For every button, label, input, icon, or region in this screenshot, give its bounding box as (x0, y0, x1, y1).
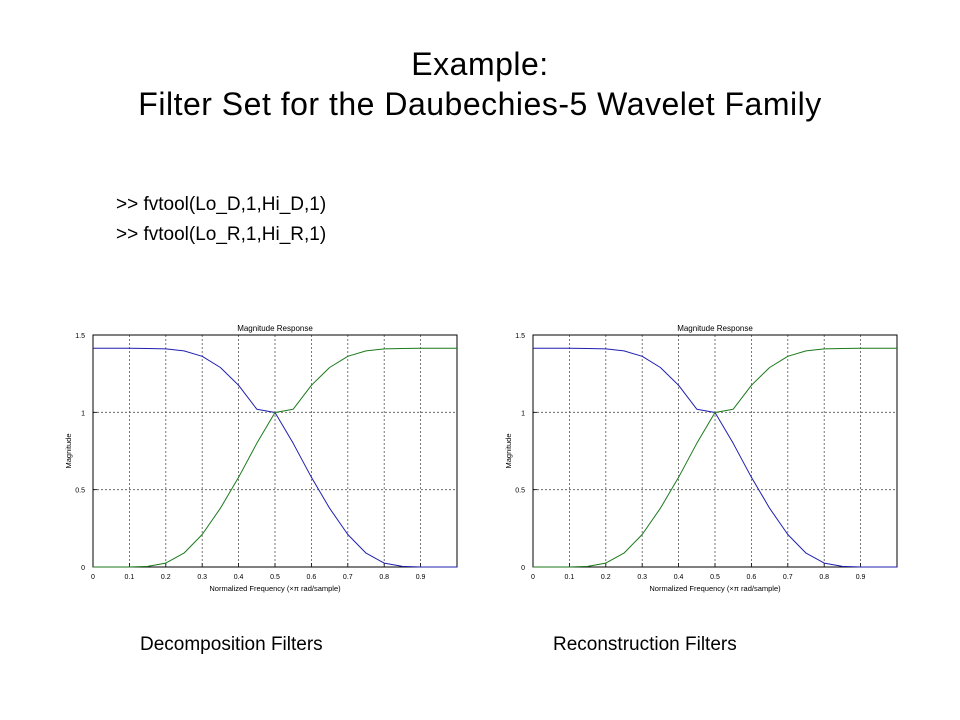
code-line-2: >> fvtool(Lo_R,1,Hi_R,1) (116, 224, 327, 245)
highpass-series-line (93, 347, 457, 568)
x-tick-label: 0.5 (270, 574, 280, 581)
x-tick-label: 0.9 (416, 574, 426, 581)
x-axis-label: Normalized Frequency (×π rad/sample) (209, 584, 341, 593)
y-tick-label: 1 (81, 410, 85, 417)
x-tick-label: 0.5 (710, 574, 720, 581)
y-tick-label: 1.5 (515, 333, 525, 340)
x-tick-label: 0.3 (637, 574, 647, 581)
x-tick-label: 0.8 (379, 574, 389, 581)
x-tick-label: 0.7 (343, 574, 353, 581)
x-tick-label: 0 (531, 574, 535, 581)
caption-reconstruction: Reconstruction Filters (553, 634, 737, 655)
x-tick-label: 0.1 (125, 574, 135, 581)
x-tick-label: 0.4 (674, 574, 684, 581)
x-tick-label: 0.2 (601, 574, 611, 581)
x-tick-label: 0.4 (234, 574, 244, 581)
x-tick-label: 0.6 (747, 574, 757, 581)
y-axis-label: Magnitude (504, 433, 513, 468)
x-tick-label: 0.8 (819, 574, 829, 581)
code-block: >> fvtool(Lo_D,1,Hi_D,1) >> fvtool(Lo_R,… (116, 190, 326, 250)
x-tick-label: 0.6 (307, 574, 317, 581)
y-axis-label: Magnitude (64, 433, 73, 468)
chart-title: Magnitude Response (237, 324, 313, 333)
plot-frame (532, 334, 898, 568)
title-line-1: Example: (411, 46, 549, 82)
caption-decomposition: Decomposition Filters (140, 634, 323, 655)
x-axis-label: Normalized Frequency (×π rad/sample) (649, 584, 781, 593)
y-tick-label: 0.5 (515, 488, 525, 495)
x-tick-label: 0 (91, 574, 95, 581)
x-tick-label: 0.7 (783, 574, 793, 581)
x-tick-label: 0.9 (856, 574, 866, 581)
x-tick-label: 0.3 (197, 574, 207, 581)
title-line-2: Filter Set for the Daubechies-5 Wavelet … (138, 86, 822, 122)
reconstruction-chart-svg: 0 0.1 0.2 0.3 0.4 0.5 0.6 0.7 0.8 0.9 0 0.5 1 1.5 Magn… (504, 324, 898, 593)
decomposition-chart: 0 0.1 0.2 0.3 0.4 0.5 0.6 0.7 0.8 0.9 0 0.5 1 1.5 Magn… (48, 310, 468, 600)
y-tick-label: 0 (81, 565, 85, 572)
decomposition-chart-svg: 0 0.1 0.2 0.3 0.4 0.5 0.6 0.7 0.8 0.9 0 0.5 1 1.5 Magn… (64, 324, 458, 593)
y-tick-label: 1 (521, 410, 525, 417)
y-tick-label: 0 (521, 565, 525, 572)
x-tick-label: 0.2 (161, 574, 171, 581)
highpass-series-line (533, 347, 897, 568)
reconstruction-chart: 0 0.1 0.2 0.3 0.4 0.5 0.6 0.7 0.8 0.9 0 0.5 1 1.5 Magn… (488, 310, 908, 600)
plot-frame (92, 334, 458, 568)
x-tick-label: 0.1 (565, 574, 575, 581)
y-tick-label: 0.5 (75, 488, 85, 495)
slide-title: Example: Filter Set for the Daubechies-5… (0, 44, 960, 124)
chart-title: Magnitude Response (677, 324, 753, 333)
code-line-1: >> fvtool(Lo_D,1,Hi_D,1) (116, 194, 327, 215)
y-tick-label: 1.5 (75, 333, 85, 340)
